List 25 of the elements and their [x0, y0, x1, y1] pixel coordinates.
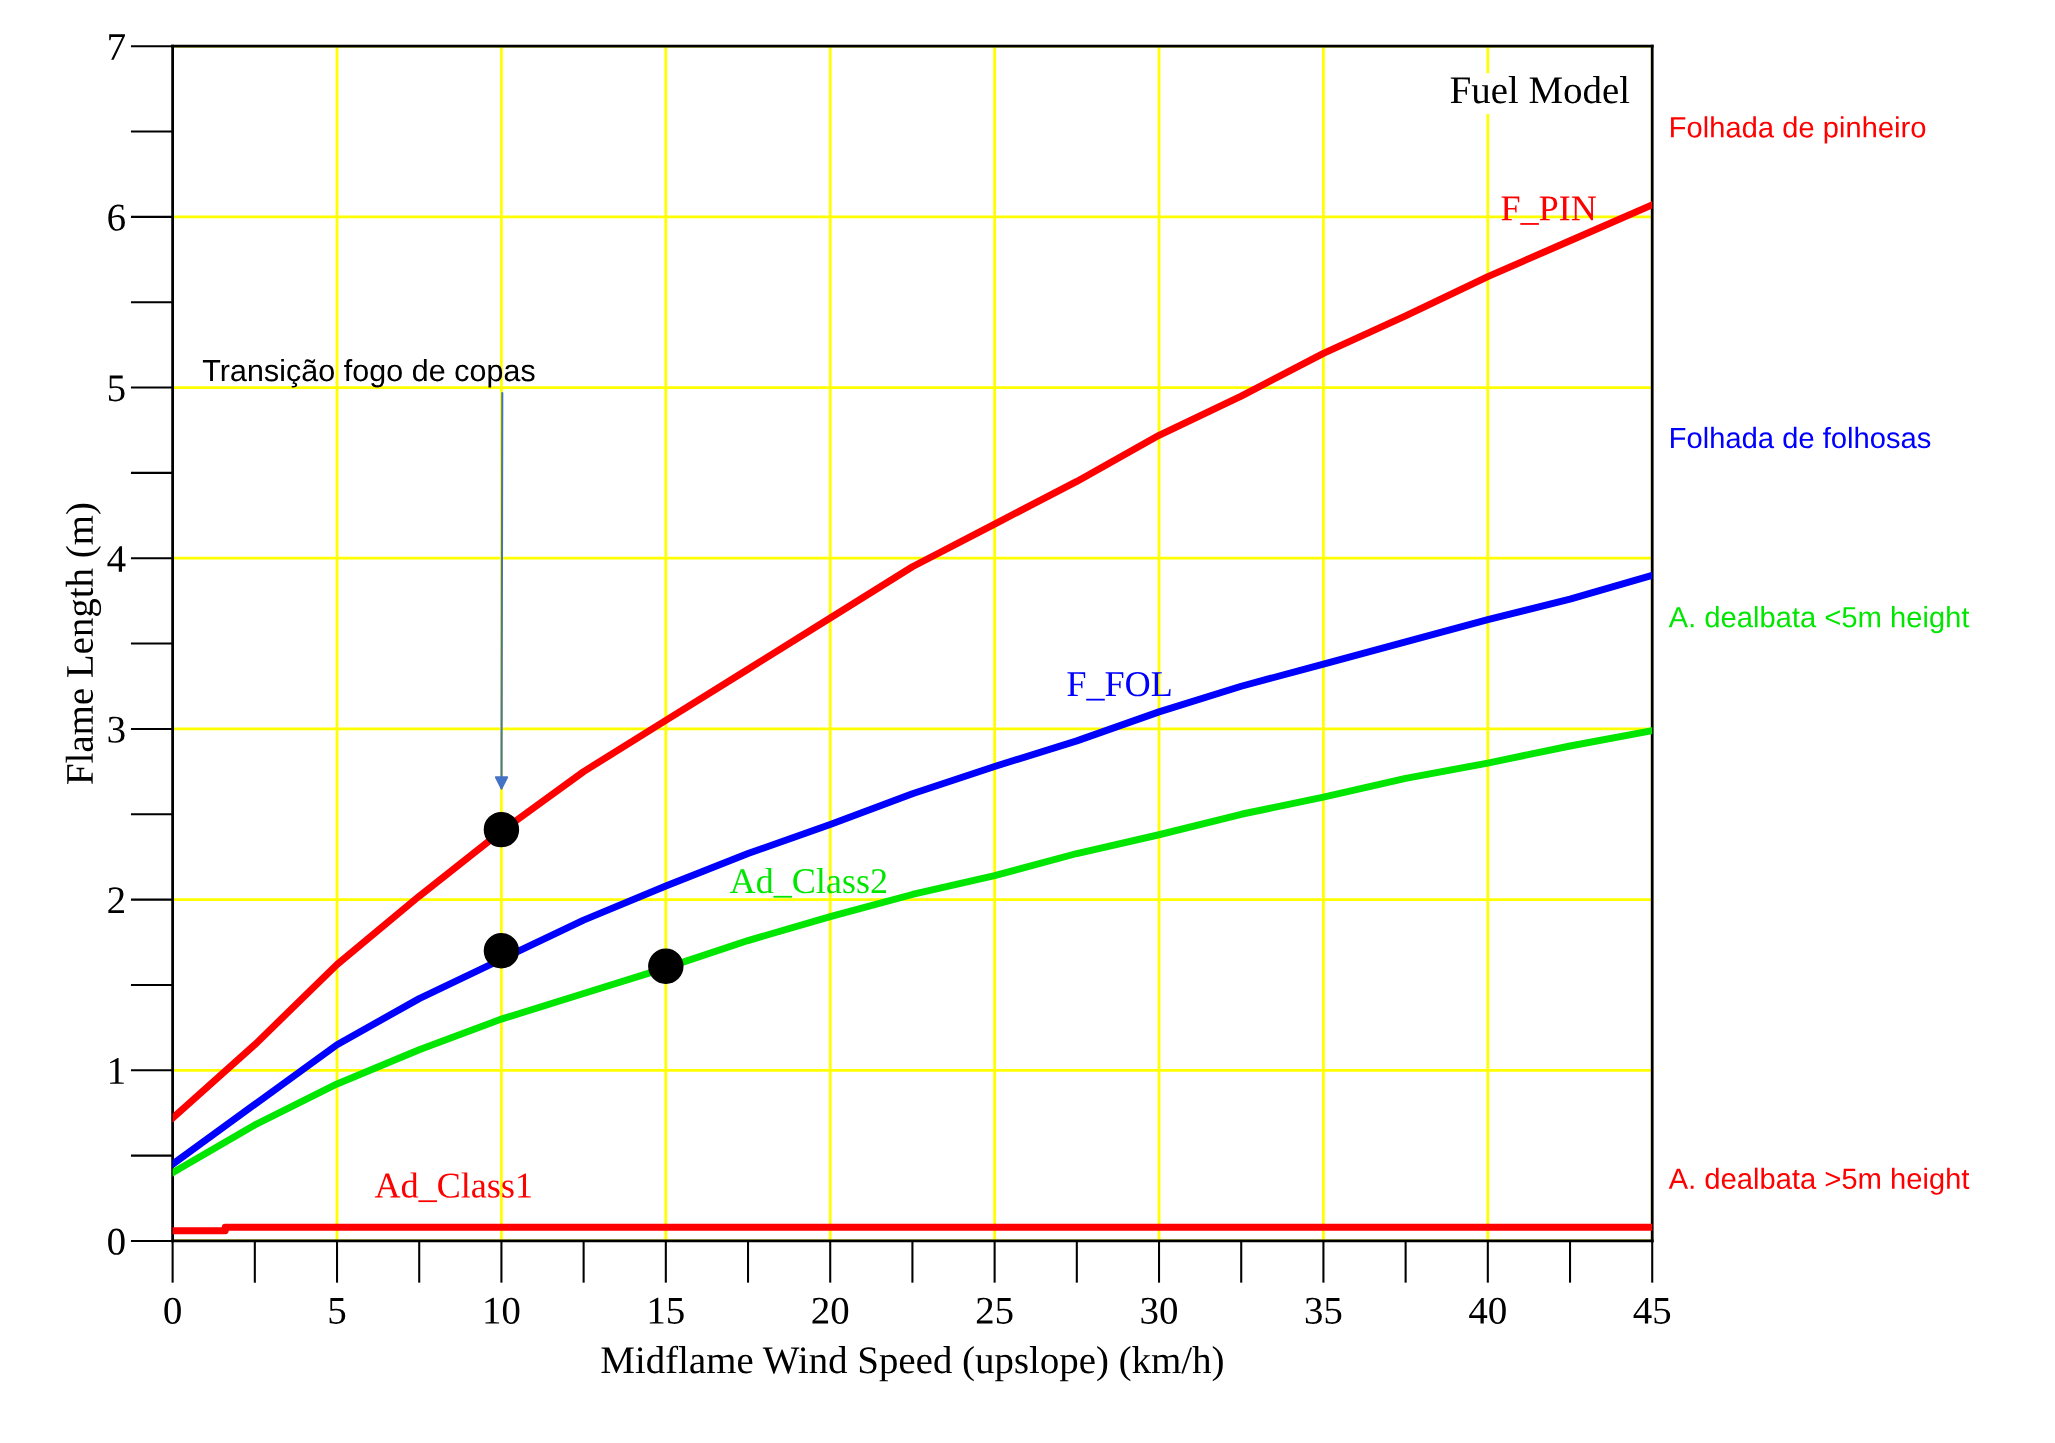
x-tick-label: 25: [976, 1297, 1013, 1324]
x-tick-label: 15: [649, 1297, 684, 1324]
y-tick-label: 0: [108, 1228, 125, 1255]
x-tick-label: 10: [485, 1297, 520, 1324]
x-tick-label: 40: [1469, 1297, 1506, 1324]
legend-title: Fuel Model: [1450, 76, 1630, 104]
x-tick-label: 0: [164, 1297, 181, 1324]
text: A. dealbata >5m height: [1668, 1167, 1970, 1195]
y-axis-title: Flame Length (m): [65, 503, 102, 784]
y-tick-label: 7: [109, 34, 125, 60]
text: Folhada de folhosas: [1671, 426, 1931, 449]
y-tick-label: 5: [108, 375, 125, 402]
y-tick-label: 1: [110, 1058, 124, 1084]
x-tick-label: 45: [1633, 1297, 1671, 1324]
x-tick-label: 30: [1141, 1297, 1177, 1324]
x-tick-label: 5: [329, 1298, 346, 1324]
text: A. dealbata <5m height: [1668, 606, 1970, 634]
text: Folhada de pinheiro: [1671, 116, 1926, 144]
x-tick-label: 20: [812, 1297, 849, 1324]
y-tick-label: 2: [108, 887, 124, 914]
y-tick-label: 4: [107, 546, 126, 572]
y-tick-label: 3: [108, 716, 125, 743]
x-tick-label: 35: [1305, 1297, 1342, 1324]
y-tick-label: 6: [108, 204, 125, 231]
x-axis-title: Midflame Wind Speed (upslope) (km/h): [601, 1345, 1223, 1382]
